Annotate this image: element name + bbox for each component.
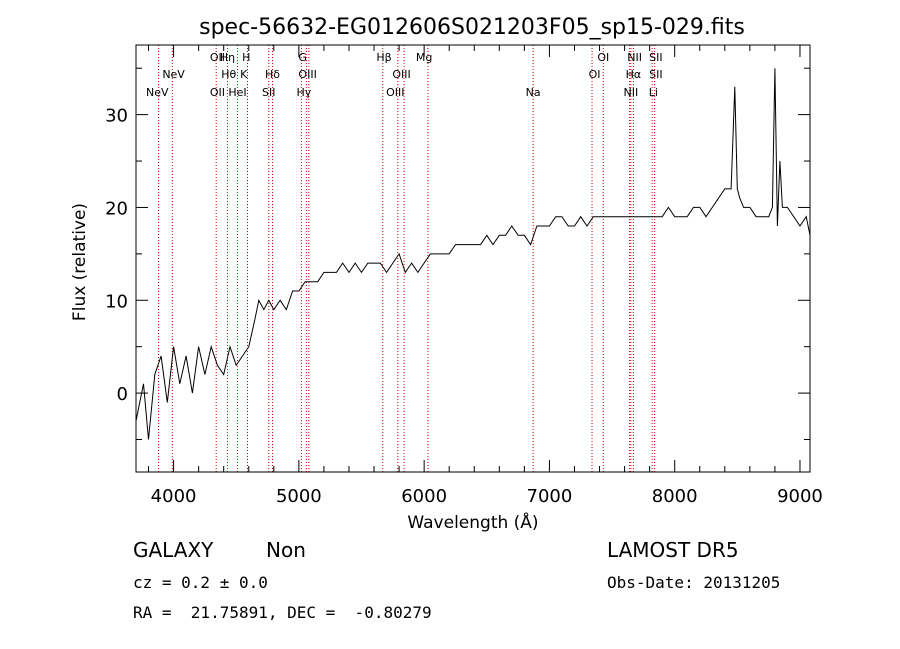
- line-label-22: Hα: [626, 68, 642, 81]
- line-label-17: Mg: [416, 51, 432, 64]
- observation-date: Obs-Date: 20131205: [607, 573, 781, 592]
- line-label-21: NII: [627, 51, 642, 64]
- line-label-5: Hθ: [221, 68, 236, 81]
- x-tick-label-2: 6000: [401, 486, 447, 507]
- line-label-6: HeI: [228, 86, 246, 99]
- spectrum-series-line: [135, 68, 811, 440]
- x-tick-label-1: 5000: [276, 486, 322, 507]
- line-label-10: SII: [262, 86, 275, 99]
- x-tick-label-0: 4000: [151, 486, 197, 507]
- line-label-3: OII: [210, 86, 225, 99]
- object-subclass: Non: [266, 538, 306, 562]
- line-label-11: G: [298, 51, 307, 64]
- object-type: GALAXY: [133, 538, 214, 562]
- x-tick-label-5: 9000: [777, 486, 823, 507]
- line-label-16: OIII: [386, 86, 404, 99]
- chart-title: spec-56632-EG012606S021203F05_sp15-029.f…: [199, 15, 745, 40]
- line-label-26: Li: [649, 86, 658, 99]
- y-axis-label: Flux (relative): [70, 203, 90, 321]
- line-label-0: NeV: [146, 86, 169, 99]
- plot-frame: [135, 44, 811, 473]
- line-label-19: OI: [597, 51, 609, 64]
- y-axis-ticks: 0 10 20 30: [105, 67, 810, 441]
- line-label-18: Na: [526, 86, 541, 99]
- line-label-12: OIII: [298, 68, 316, 81]
- line-label-9: Hδ: [265, 68, 280, 81]
- ra-dec-coordinates: RA = 21.75891, DEC = -0.80279: [133, 603, 432, 622]
- line-label-7: H: [242, 51, 250, 64]
- x-tick-label-4: 8000: [652, 486, 698, 507]
- line-label-1: NeV: [162, 68, 185, 81]
- line-label-15: OIII: [392, 68, 410, 81]
- line-label-14: Hβ: [376, 51, 391, 64]
- y-tick-label-1: 10: [105, 291, 128, 312]
- spectral-line-markers: [158, 45, 656, 472]
- line-label-4: Hη: [220, 51, 235, 64]
- y-tick-label-0: 0: [117, 384, 128, 405]
- line-label-8: K: [240, 68, 248, 81]
- x-tick-label-3: 7000: [527, 486, 573, 507]
- x-axis-label: Wavelength (Å): [407, 511, 538, 533]
- line-label-13: Hγ: [296, 86, 311, 99]
- y-tick-label-3: 30: [105, 106, 128, 127]
- y-tick-label-2: 20: [105, 198, 128, 219]
- line-label-23: NII: [623, 86, 638, 99]
- line-label-25: SII: [649, 68, 662, 81]
- line-label-20: OI: [589, 68, 601, 81]
- line-label-2: OII: [210, 51, 225, 64]
- x-axis-ticks: 4000 5000 6000 7000 8000 9000: [148, 45, 823, 507]
- survey-name: LAMOST DR5: [607, 538, 739, 562]
- redshift-cz: cz = 0.2 ± 0.0: [133, 573, 268, 592]
- line-label-24: SII: [649, 51, 662, 64]
